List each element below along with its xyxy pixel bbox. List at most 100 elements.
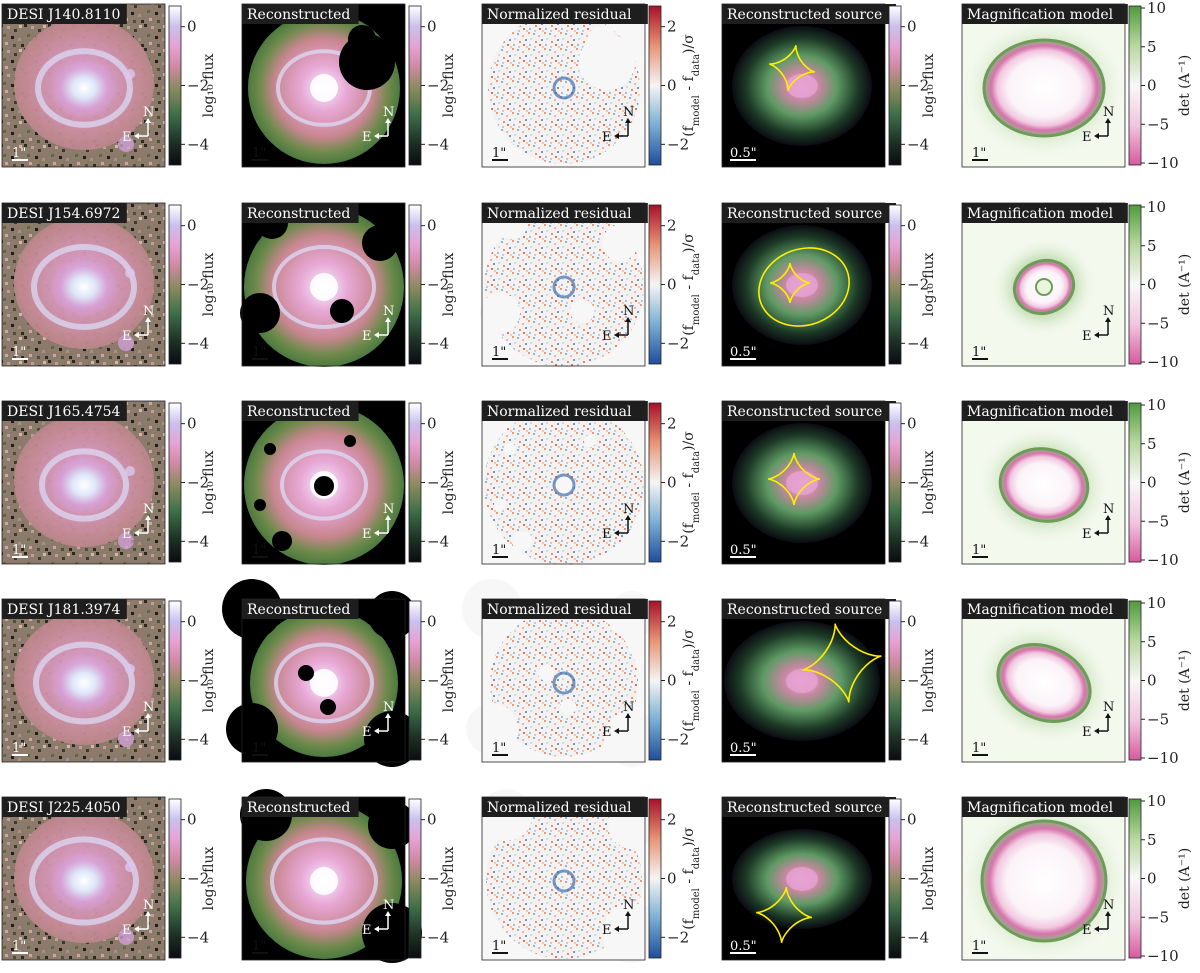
flux-colorbar: 0 −2 −4 log₁₀ flux	[168, 600, 217, 761]
svg-text:E: E	[602, 527, 612, 542]
det-colorbar-label: det (A⁻¹)	[1177, 650, 1193, 711]
compass: NE	[122, 898, 154, 938]
flux-colorbar-label: log₁₀ flux	[921, 649, 937, 713]
flux-colorbar-tick: −4	[427, 532, 449, 550]
scalebar: 1"	[12, 939, 26, 954]
residual-colorbar-label: (fmodel - fdata)/σ	[681, 431, 702, 534]
scalebar: 1"	[972, 543, 986, 558]
flux-colorbar-tick: −2	[427, 77, 449, 95]
flux-colorbar-label: log₁₀ flux	[441, 451, 457, 515]
mask-region	[226, 703, 278, 755]
flux-colorbar: 0 −2 −4 log₁₀ flux	[408, 5, 457, 166]
mask-region	[368, 801, 416, 849]
scalebar: 1"	[252, 345, 266, 360]
svg-text:N: N	[1103, 700, 1114, 715]
flux-colorbar-tick: −2	[907, 276, 929, 294]
svg-text:N: N	[383, 898, 394, 913]
mask-region	[264, 443, 276, 455]
det-colorbar-tick: −10	[1147, 947, 1179, 965]
scalebar: 1"	[492, 939, 506, 954]
scalebar: 0.5"	[730, 741, 757, 756]
svg-text:N: N	[623, 304, 634, 319]
column-title-source-bg	[722, 203, 896, 223]
flux-colorbar-tick: −2	[187, 276, 209, 294]
svg-text:E: E	[602, 923, 612, 938]
column-title-source: Reconstructed source	[727, 404, 882, 420]
flux-colorbar: 0 −2 −4 log₁₀ flux	[168, 402, 217, 563]
det-colorbar-label: det (A⁻¹)	[1177, 55, 1193, 116]
svg-text:E: E	[122, 923, 132, 938]
flux-colorbar-tick: −4	[187, 135, 209, 153]
mask-region	[240, 293, 280, 333]
flux-colorbar-tick: 0	[187, 217, 197, 235]
flux-colorbar-tick: −4	[427, 334, 449, 352]
flux-colorbar-tick: −4	[187, 334, 209, 352]
flux-colorbar: 0 −2 −4 log₁₀ flux	[888, 5, 937, 166]
flux-colorbar-tick: 0	[907, 613, 917, 631]
flux-colorbar-tick: 0	[187, 811, 197, 829]
column-title-source: Reconstructed source	[727, 800, 882, 816]
svg-text:E: E	[122, 329, 132, 344]
scalebar: 1"	[252, 939, 266, 954]
flux-colorbar-tick: 0	[427, 18, 437, 36]
residual-colorbar-tick: −2	[667, 135, 689, 153]
svg-text:E: E	[122, 725, 132, 740]
residual-colorbar: 2 0 −2(fmodel - fdata)/σ	[648, 5, 702, 166]
column-title-residual-bg	[482, 401, 648, 421]
flux-colorbar-tick: −4	[907, 730, 929, 748]
source-panel: Reconstructed source 0.5"	[721, 3, 896, 168]
det-colorbar-tick: 0	[1147, 77, 1157, 95]
magnification-panel: Magnification model 1" NE	[961, 598, 1128, 763]
flux-colorbar-label: log₁₀ flux	[921, 847, 937, 911]
column-title-reconstructed: Reconstructed	[247, 602, 350, 618]
det-colorbar-label: det (A⁻¹)	[1177, 452, 1193, 513]
det-colorbar-tick: −10	[1147, 551, 1179, 569]
compass: NE	[362, 700, 394, 740]
target-name-bg	[2, 599, 127, 619]
mask-region	[368, 591, 416, 639]
mask-region	[298, 665, 314, 681]
compass: NE	[362, 898, 394, 938]
svg-text:E: E	[1082, 130, 1092, 145]
flux-colorbar-tick: −2	[427, 474, 449, 492]
det-colorbar-tick: 0	[1147, 870, 1157, 888]
scalebar: 1"	[492, 741, 506, 756]
det-colorbar-tick: 10	[1147, 594, 1166, 612]
scalebar: 1"	[972, 146, 986, 161]
flux-colorbar-tick: 0	[907, 811, 917, 829]
residual-colorbar-tick: 0	[667, 672, 677, 690]
flux-colorbar-tick: 0	[187, 613, 197, 631]
svg-text:E: E	[122, 130, 132, 145]
flux-colorbar-label: log₁₀ flux	[441, 847, 457, 911]
column-title-residual-bg	[482, 797, 648, 817]
mask-region	[254, 499, 266, 511]
det-colorbar-tick: −5	[1147, 314, 1169, 332]
det-colorbar-tick: −5	[1147, 512, 1169, 530]
flux-colorbar-tick: 0	[907, 217, 917, 235]
column-title-source-bg	[722, 797, 896, 817]
residual-colorbar-tick: −2	[667, 532, 689, 550]
compass: NE	[602, 700, 634, 740]
observed-panel: DESI J154.6972 1" NE	[1, 202, 166, 367]
svg-text:E: E	[1082, 329, 1092, 344]
residual-colorbar-tick: 0	[667, 870, 677, 888]
flux-colorbar-tick: −4	[187, 928, 209, 946]
compass: NE	[602, 898, 634, 938]
scalebar: 0.5"	[730, 939, 757, 954]
column-title-residual: Normalized residual	[487, 7, 632, 23]
target-name: DESI J154.6972	[7, 206, 120, 222]
det-colorbar: 10 5 0 −5 −10 det (A⁻¹)	[1128, 0, 1193, 172]
reconstructed-panel: Reconstructed 1" NE	[240, 789, 422, 963]
residual-panel: Normalized residual 1" NE	[462, 579, 660, 767]
column-title-magnification-bg	[962, 797, 1128, 817]
det-colorbar-tick: −10	[1147, 749, 1179, 767]
residual-colorbar-label: (fmodel - fdata)/σ	[681, 827, 702, 930]
compass: NE	[122, 304, 154, 344]
column-title-residual: Normalized residual	[487, 800, 632, 816]
column-title-magnification: Magnification model	[967, 206, 1114, 222]
flux-colorbar-label: log₁₀ flux	[441, 649, 457, 713]
scalebar: 1"	[492, 146, 506, 161]
caustic-curve	[802, 623, 882, 703]
residual-colorbar: 2 0 −2(fmodel - fdata)/σ	[648, 402, 702, 563]
